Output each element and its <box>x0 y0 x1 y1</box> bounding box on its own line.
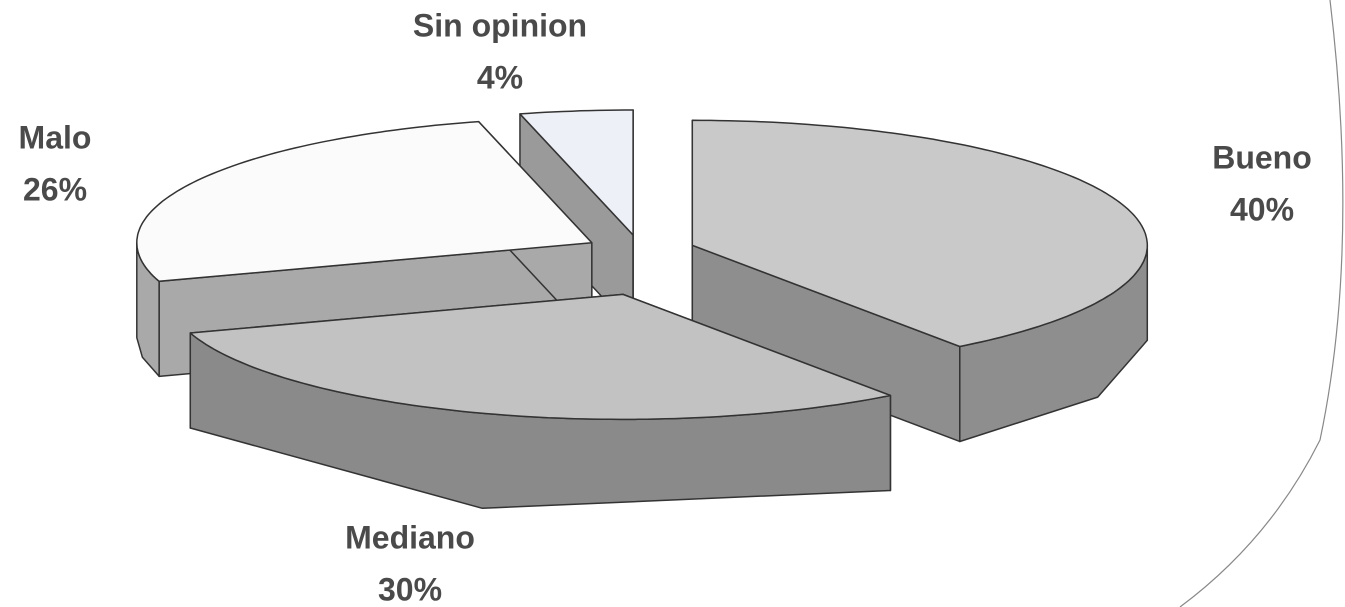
slice-label: Mediano <box>345 519 475 555</box>
slice-label: Sin opinion <box>413 7 587 43</box>
slice-top <box>519 109 634 236</box>
slice-value-label: 30% <box>378 571 442 607</box>
slice-top <box>189 293 892 421</box>
slice-value-label: 4% <box>477 59 523 95</box>
slice <box>691 119 1149 443</box>
page-curve <box>1179 0 1344 607</box>
slice <box>189 293 892 510</box>
slice-value-label: 26% <box>23 171 87 207</box>
slice-top <box>136 120 593 283</box>
slice-label: Bueno <box>1212 139 1312 175</box>
slice <box>519 109 634 331</box>
slice-label: Malo <box>19 119 92 155</box>
slice-top <box>691 119 1149 348</box>
slice-value-label: 40% <box>1230 191 1294 227</box>
